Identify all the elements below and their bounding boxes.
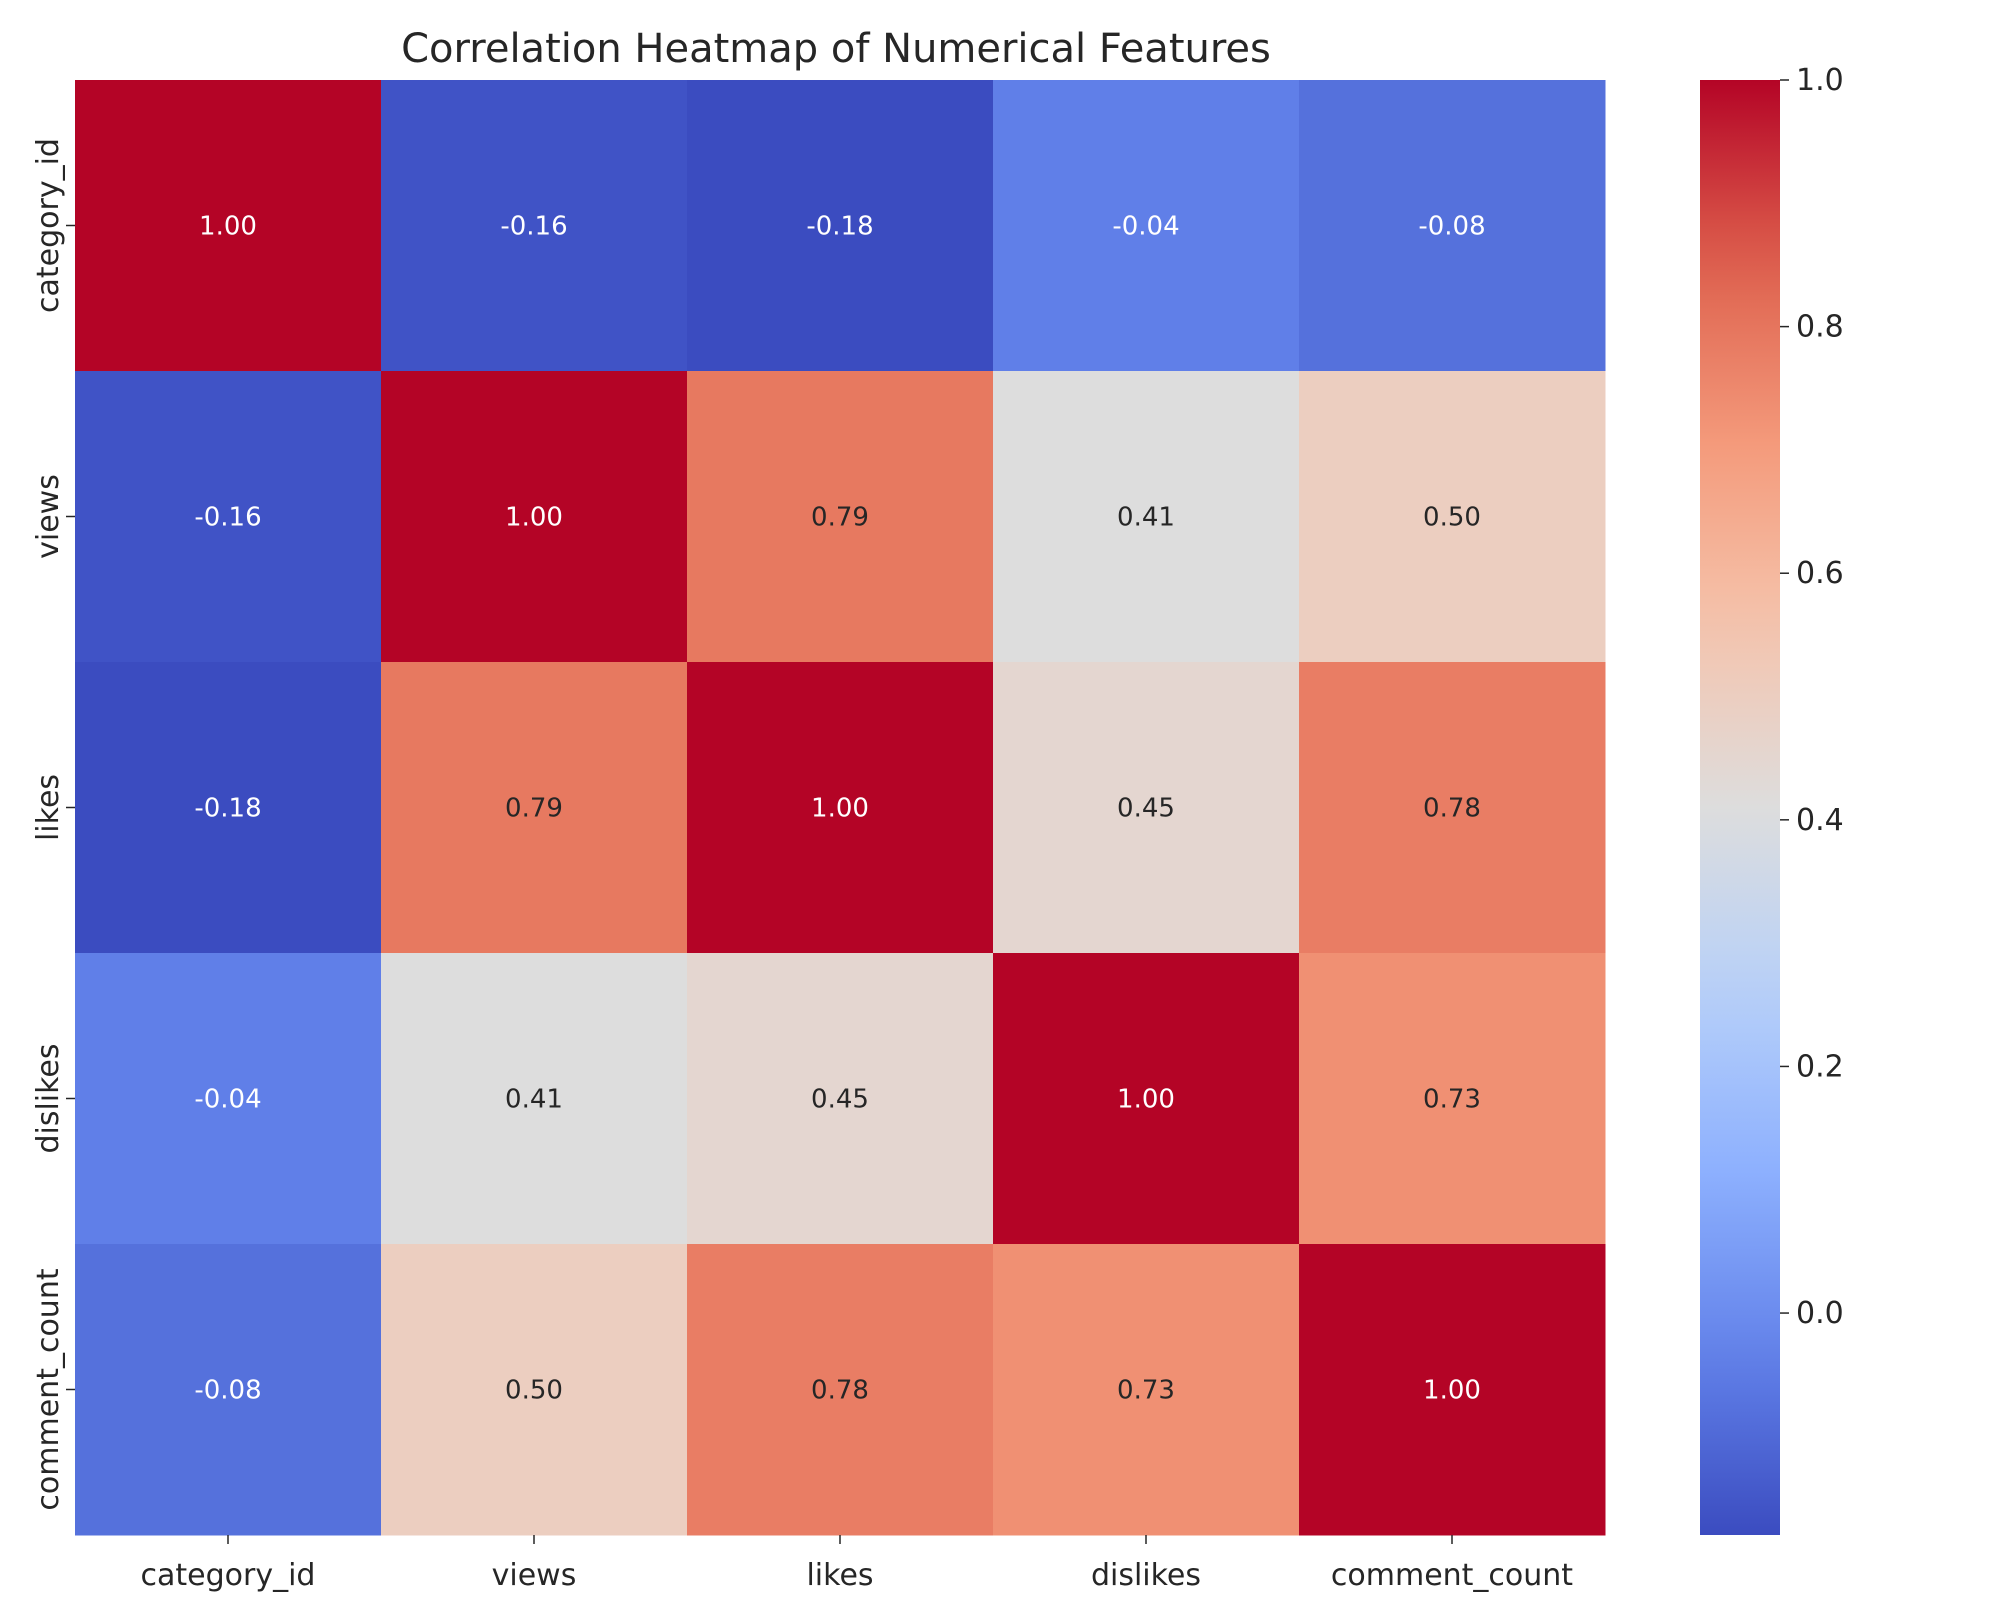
cell-value-label: 1.00 <box>1117 1085 1175 1115</box>
heatmap-cell <box>381 953 688 1245</box>
heatmap-cell <box>75 662 382 954</box>
cell-value-label: 1.00 <box>199 212 257 242</box>
colorbar-tick-label: 0.4 <box>1796 803 1844 838</box>
y-tick-label: category_id <box>31 138 66 313</box>
cell-value-label: 0.50 <box>505 1376 563 1406</box>
heatmap-cell <box>381 80 688 372</box>
heatmap-cell <box>1299 371 1606 663</box>
cell-value-label: -0.16 <box>194 503 261 533</box>
colorbar-tick-label: 0.0 <box>1796 1296 1844 1331</box>
heatmap-cell <box>381 371 688 663</box>
heatmap-cell <box>1299 80 1606 372</box>
x-axis: category_id views likes dislikes comment_cou… <box>141 1535 1573 1593</box>
cell-value-label: 1.00 <box>811 794 869 824</box>
heatmap-cell <box>1299 1244 1606 1536</box>
heatmap-cell <box>687 1244 994 1536</box>
cell-value-label: -0.18 <box>194 794 261 824</box>
heatmap-cell <box>993 371 1300 663</box>
heatmap-cell <box>75 80 382 372</box>
y-tick-label: views <box>31 474 66 559</box>
heatmap-cell <box>993 953 1300 1245</box>
x-tick-label: views <box>492 1558 577 1593</box>
x-tick-label: likes <box>806 1558 873 1593</box>
cell-value-label: -0.16 <box>500 212 567 242</box>
colorbar-tick-label: 0.2 <box>1796 1049 1844 1084</box>
cell-value-label: -0.18 <box>806 212 873 242</box>
heatmap-cell <box>381 1244 688 1536</box>
colorbar-tick-label: 1.0 <box>1796 63 1844 98</box>
colorbar-tick-label: 0.8 <box>1796 310 1844 345</box>
cell-value-label: 0.79 <box>811 503 869 533</box>
cell-value-label: 0.41 <box>505 1085 563 1115</box>
y-tick-label: likes <box>31 774 66 841</box>
cell-value-label: 0.79 <box>505 794 563 824</box>
heatmap-cell <box>687 953 994 1245</box>
cell-value-label: -0.04 <box>1112 212 1179 242</box>
heatmap-cell <box>75 371 382 663</box>
y-tick-label: dislikes <box>31 1043 66 1153</box>
cell-value-label: 0.50 <box>1423 503 1481 533</box>
y-tick-label: comment_count <box>31 1268 66 1510</box>
cell-value-label: -0.04 <box>194 1085 261 1115</box>
heatmap-cells <box>75 80 1606 1536</box>
cell-value-label: 0.41 <box>1117 503 1175 533</box>
colorbar-tick-label: 0.6 <box>1796 556 1844 591</box>
heatmap-cell <box>993 662 1300 954</box>
cell-value-label: 0.78 <box>811 1376 869 1406</box>
cell-value-label: 0.45 <box>811 1085 869 1115</box>
chart-title: Correlation Heatmap of Numerical Feature… <box>401 26 1271 72</box>
heatmap-cell <box>1299 953 1606 1245</box>
heatmap-cell <box>993 80 1300 372</box>
cell-value-label: 0.78 <box>1423 794 1481 824</box>
x-tick-label: comment_count <box>1331 1558 1573 1593</box>
heatmap-cell <box>993 1244 1300 1536</box>
cell-value-label: 0.73 <box>1117 1376 1175 1406</box>
cell-value-label: -0.08 <box>194 1376 261 1406</box>
cell-value-label: 1.00 <box>1423 1376 1481 1406</box>
heatmap-cell <box>1299 662 1606 954</box>
colorbar: 1.0 0.8 0.6 0.4 0.2 0.0 <box>1700 63 1844 1535</box>
heatmap-cell <box>75 1244 382 1536</box>
heatmap-cell-labels: 1.00 -0.16 -0.18 -0.04 -0.08 -0.16 1.00 0.79 0.4… <box>194 212 1485 1406</box>
heatmap-cell <box>687 662 994 954</box>
heatmap-cell <box>687 371 994 663</box>
cell-value-label: 0.45 <box>1117 794 1175 824</box>
colorbar-gradient <box>1700 80 1780 1535</box>
cell-value-label: 0.73 <box>1423 1085 1481 1115</box>
heatmap-cell <box>381 662 688 954</box>
heatmap-cell <box>75 953 382 1245</box>
x-tick-label: dislikes <box>1091 1558 1201 1593</box>
cell-value-label: -0.08 <box>1418 212 1485 242</box>
heatmap-cell <box>687 80 994 372</box>
cell-value-label: 1.00 <box>505 503 563 533</box>
x-tick-label: category_id <box>141 1558 316 1593</box>
